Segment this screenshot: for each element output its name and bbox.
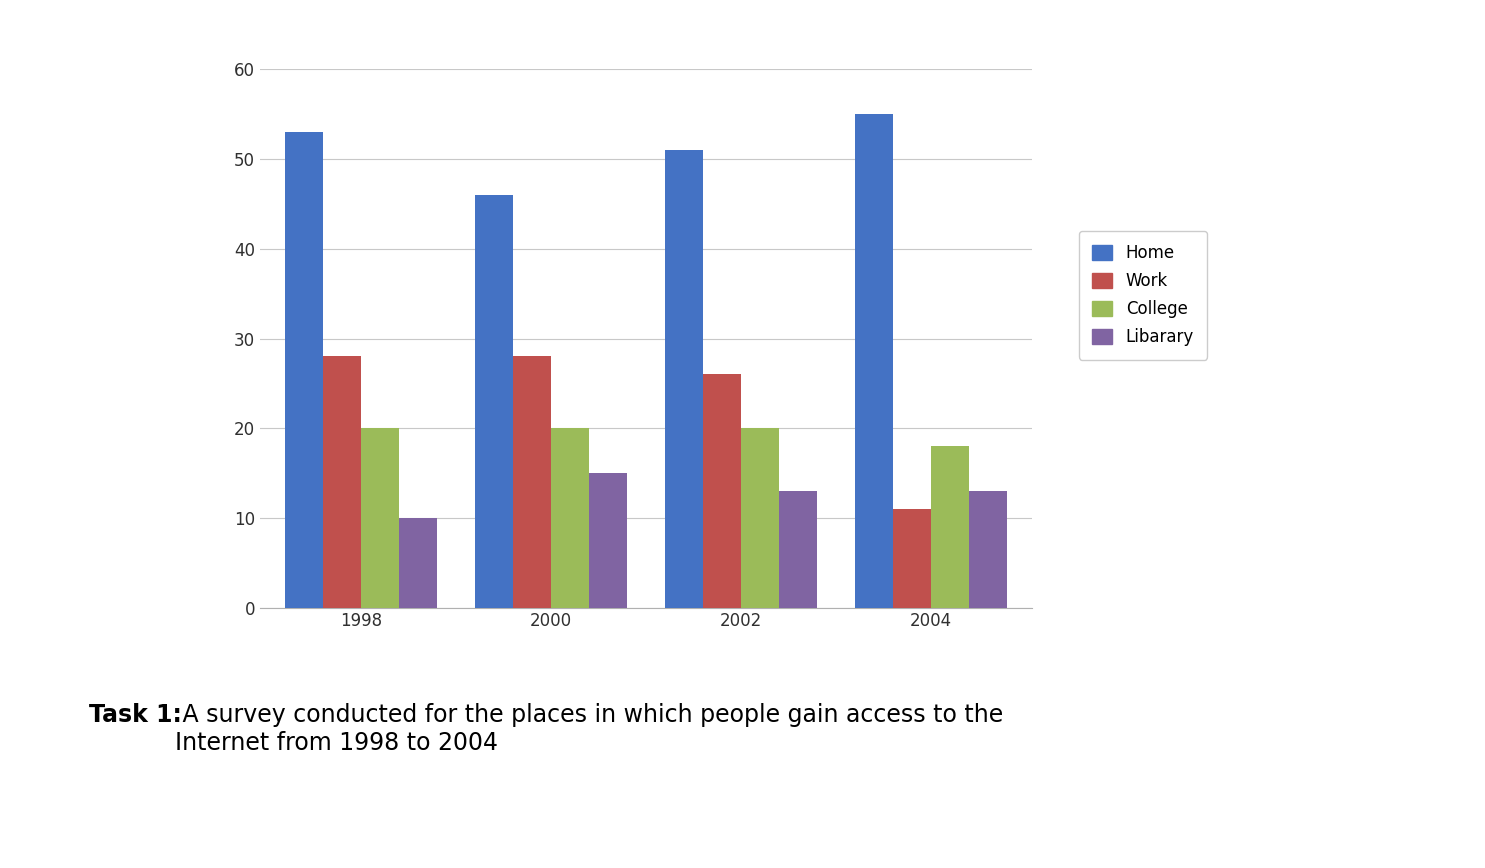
Legend: Home, Work, College, Libarary: Home, Work, College, Libarary (1080, 231, 1207, 360)
Bar (512, 357, 551, 608)
Bar (892, 509, 931, 608)
Bar (702, 374, 741, 608)
Bar (665, 150, 702, 608)
Bar (361, 428, 399, 608)
Bar (399, 518, 437, 608)
Bar (855, 115, 892, 608)
Bar (590, 473, 627, 608)
Text: Task 1:: Task 1: (89, 703, 183, 727)
Bar (968, 491, 1007, 608)
Bar (475, 195, 512, 608)
Text: A survey conducted for the places in which people gain access to the
Internet fr: A survey conducted for the places in whi… (175, 703, 1004, 755)
Bar (741, 428, 780, 608)
Bar (285, 132, 324, 608)
Bar (931, 446, 968, 608)
Bar (780, 491, 817, 608)
Bar (551, 428, 590, 608)
Bar (324, 357, 361, 608)
